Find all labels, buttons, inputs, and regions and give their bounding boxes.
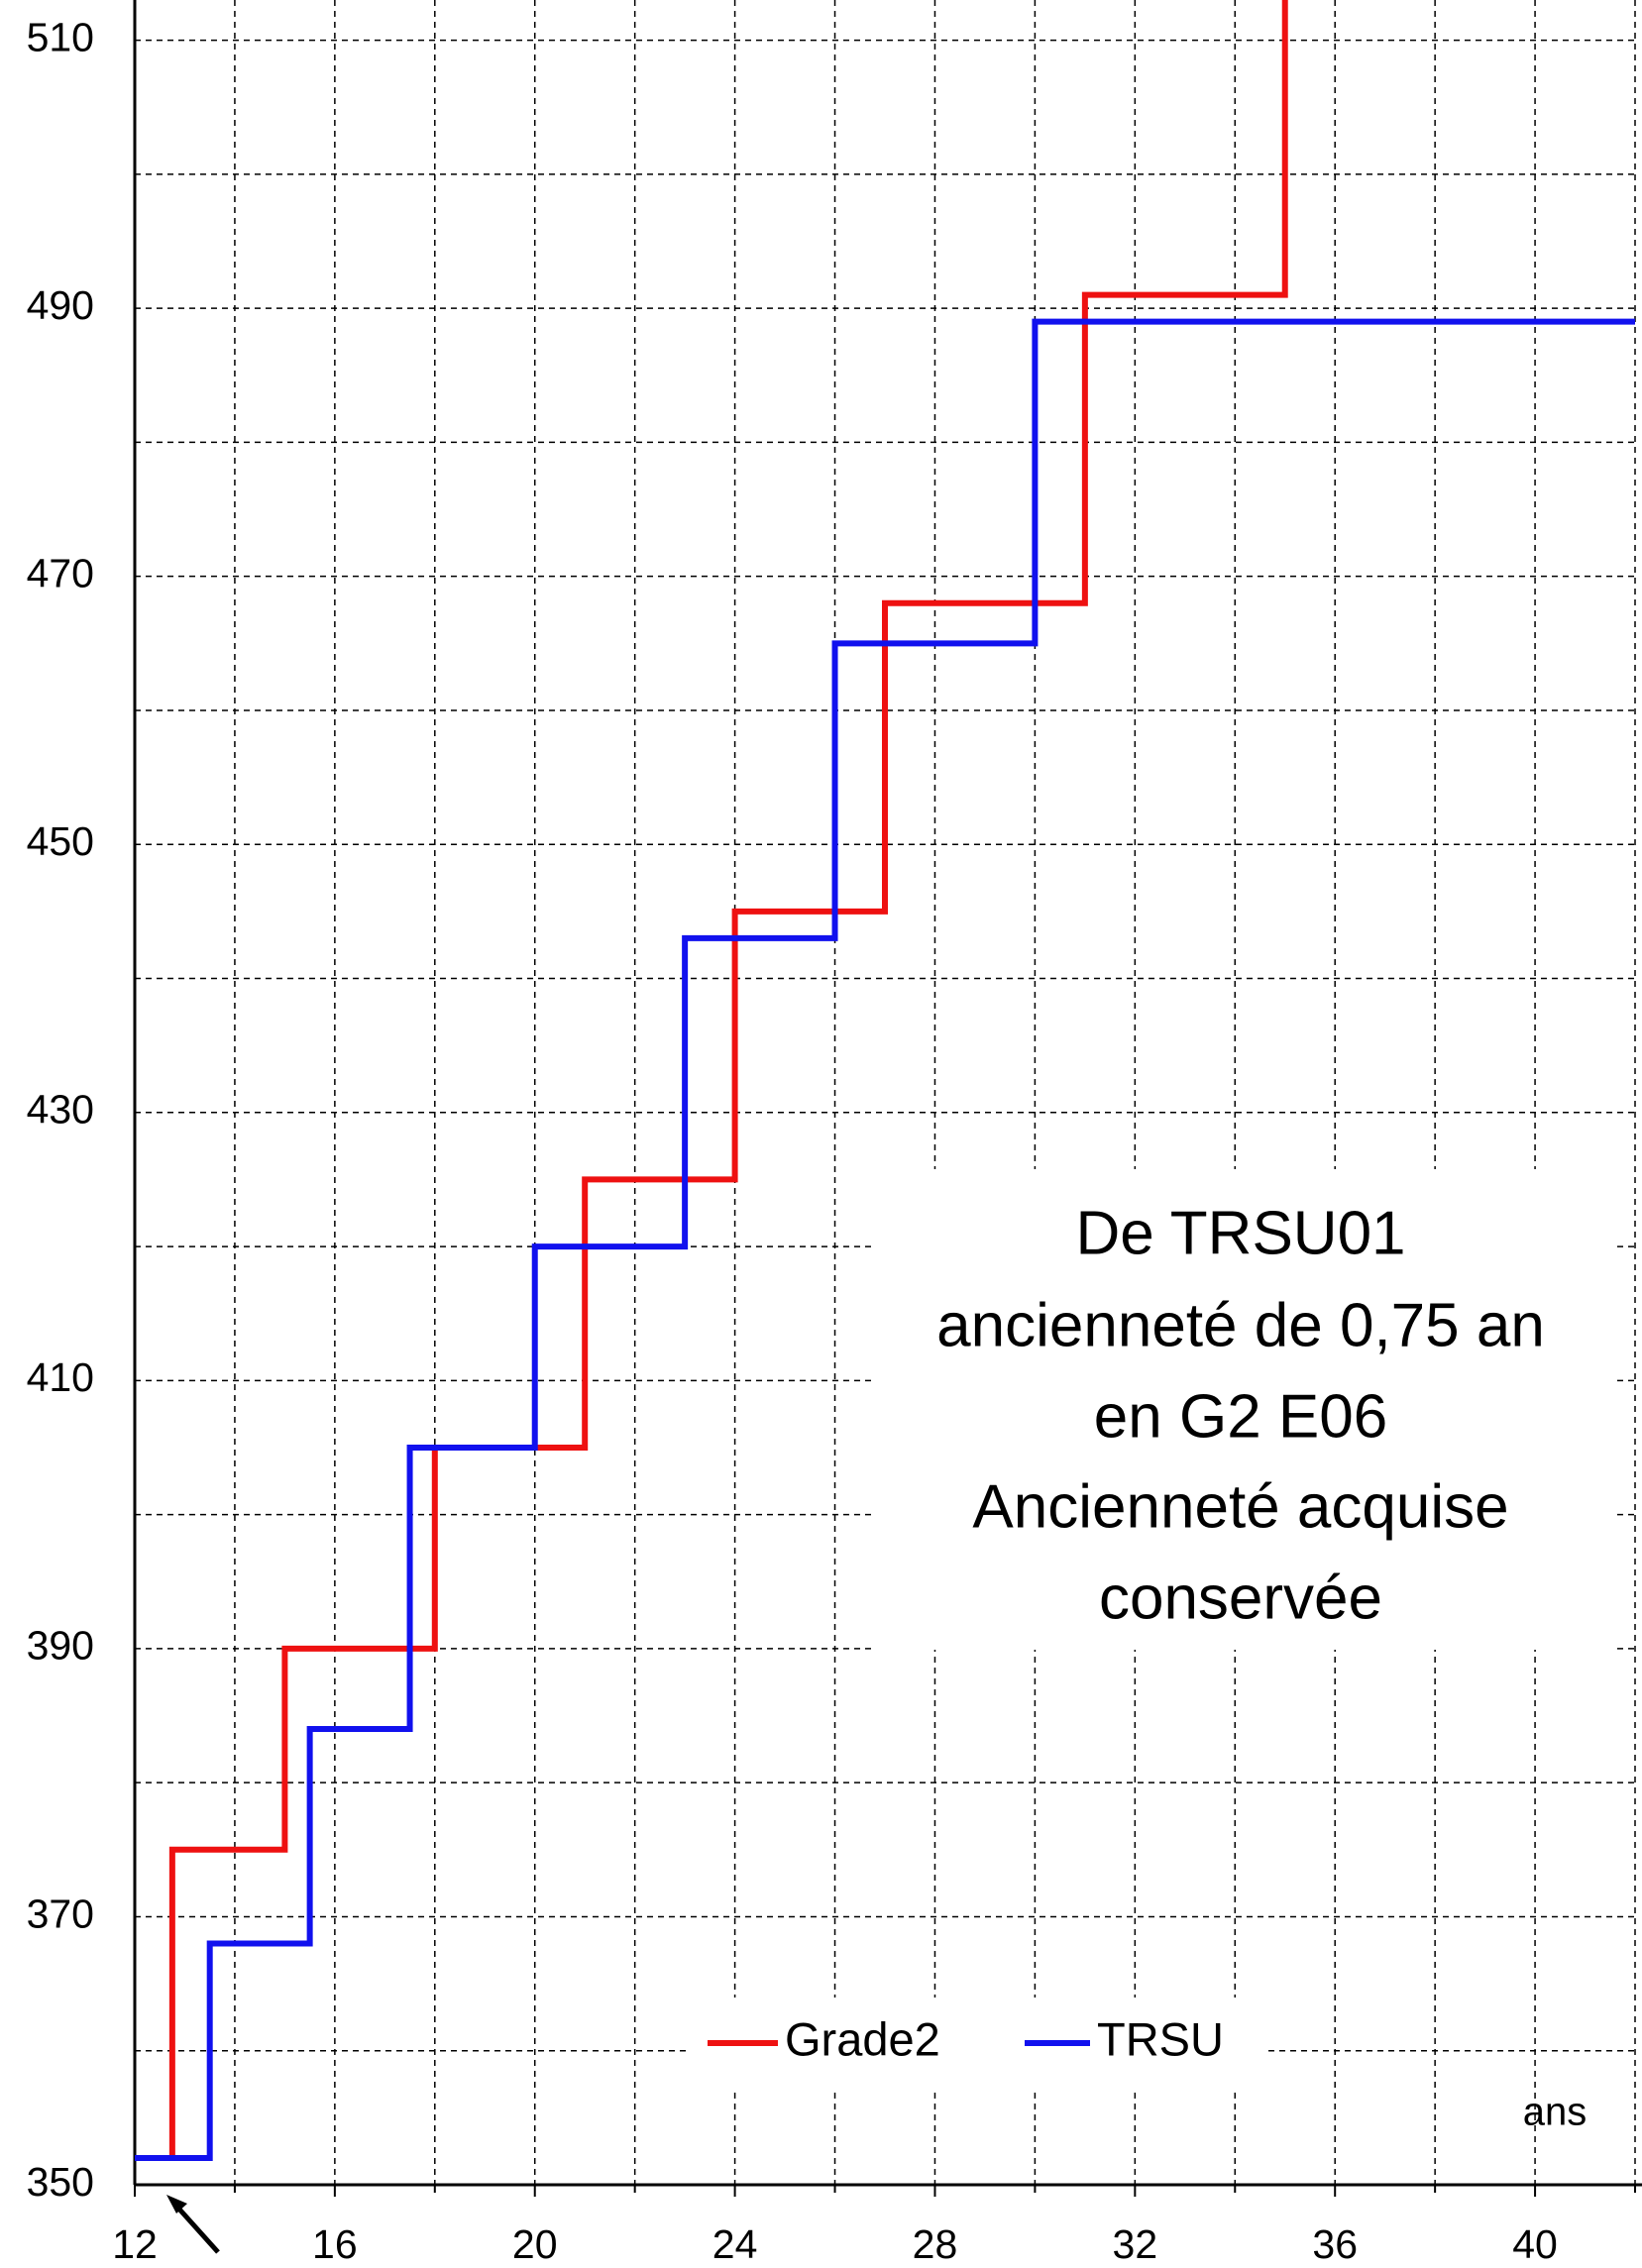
annotation-box [872, 1169, 1613, 1650]
step-line [135, 318, 1635, 2161]
x-tick-label: 32 [1113, 2221, 1158, 2267]
annotation-line: conservée [1099, 1564, 1382, 1632]
legend-label: Grade2 [785, 2012, 940, 2065]
y-tick-label: 370 [27, 1890, 94, 1936]
legend-box [691, 1998, 1265, 2093]
legend-label: TRSU [1097, 2012, 1224, 2065]
grid [133, 0, 1642, 2197]
x-tick-label: 12 [112, 2221, 158, 2267]
y-tick-label: 450 [27, 818, 94, 864]
y-tick-label: 470 [27, 551, 94, 596]
x-tick-label: 40 [1512, 2221, 1558, 2267]
plot-area [135, 0, 1635, 2161]
y-tick-label: 430 [27, 1087, 94, 1133]
step-line [168, 0, 1288, 2158]
x-tick-label: 16 [312, 2221, 358, 2267]
annotation-line: De TRSU01 [1075, 1199, 1405, 1267]
y-tick-label: 510 [27, 14, 94, 59]
x-tick-label: 36 [1312, 2221, 1358, 2267]
annotation-line: ancienneté de 0,75 an [936, 1291, 1545, 1359]
annotation-line: Ancienneté acquise [972, 1472, 1508, 1541]
y-tick-label: 350 [27, 2159, 94, 2205]
y-tick-label: 410 [27, 1354, 94, 1400]
arrow [172, 2202, 220, 2254]
x-tick-label: 28 [913, 2221, 958, 2267]
y-tick-label: 390 [27, 1623, 94, 1669]
x-tick-label: 20 [512, 2221, 558, 2267]
x-tick-label: 24 [712, 2221, 758, 2267]
arrow-head [166, 2195, 187, 2214]
annotation-line: en G2 E06 [1094, 1382, 1387, 1451]
y-tick-label: 490 [27, 282, 94, 328]
x-axis-label: ans [1523, 2091, 1587, 2134]
